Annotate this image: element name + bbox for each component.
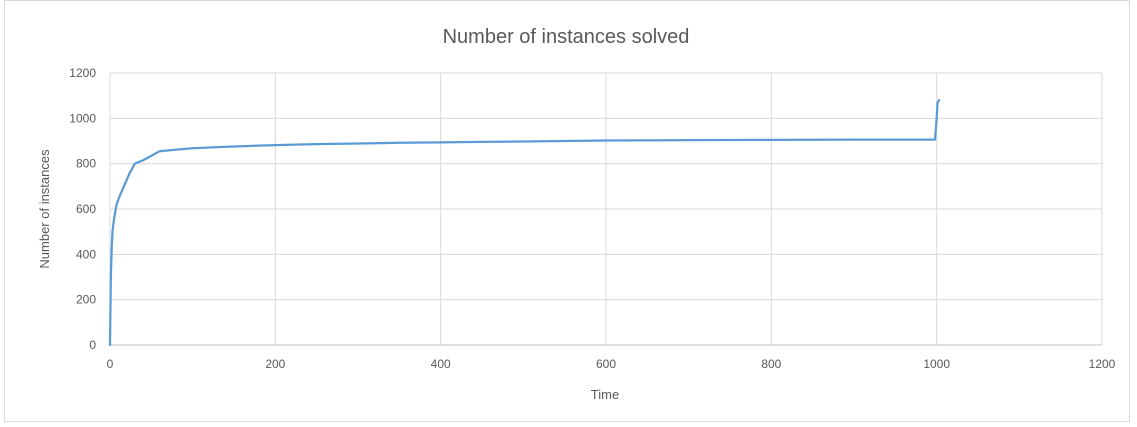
x-tick-label: 1000 [923,357,950,371]
x-tick-label: 400 [431,357,451,371]
y-tick-label: 0 [89,338,96,352]
x-tick-label: 1200 [1089,357,1116,371]
y-tick-label: 800 [76,157,96,171]
series-line [108,99,941,347]
x-tick-label: 800 [761,357,781,371]
grid-layer [109,72,1103,346]
y-tick-label: 1200 [69,66,96,80]
y-axis-label: Number of instances [37,149,52,269]
chart-frame [4,0,1130,422]
x-tick-label: 600 [596,357,616,371]
y-tick-label: 600 [76,202,96,216]
tick-layer: 0 200 400 600 800 1000 1200 0 200 400 600 800 1000 12… [69,66,1115,371]
x-tick-label: 0 [107,357,114,371]
chart-title: Number of instances solved [443,26,690,48]
y-tick-label: 1000 [69,111,96,125]
x-axis-label: Time [591,387,619,402]
y-tick-label: 400 [76,247,96,261]
y-tick-label: 200 [76,293,96,307]
x-tick-label: 200 [265,357,285,371]
series-layer [108,99,941,347]
